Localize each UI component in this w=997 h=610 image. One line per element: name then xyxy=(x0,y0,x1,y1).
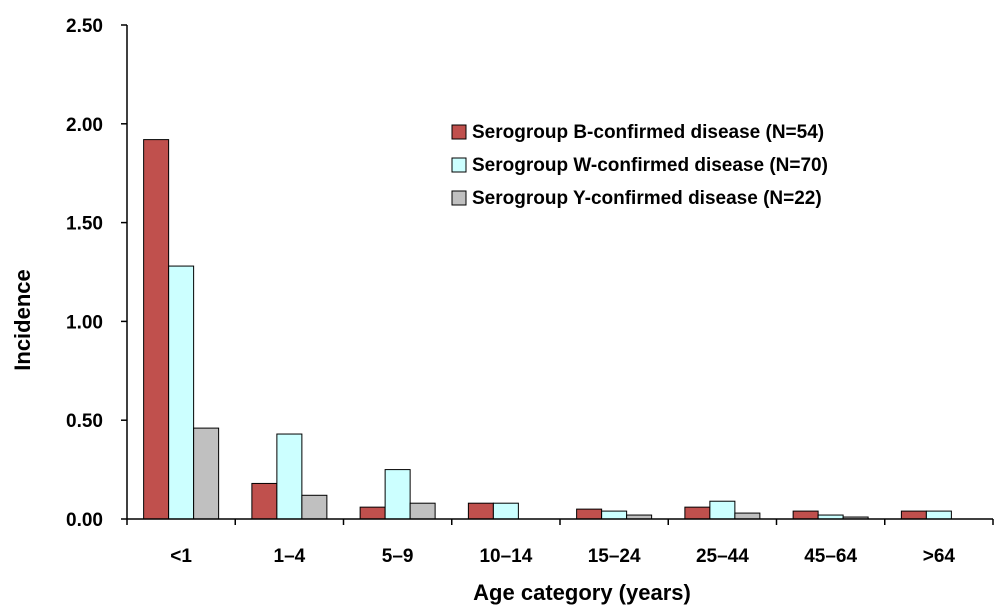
bar-1-2 xyxy=(251,482,278,520)
y-tick-label: 0.50 xyxy=(66,411,103,432)
x-tick-label: 15–24 xyxy=(588,546,641,567)
y-tick-label: 1.50 xyxy=(66,214,103,235)
bar-1-7 xyxy=(792,510,819,520)
x-tick-label: 10–14 xyxy=(479,546,532,567)
bar-1-3 xyxy=(359,506,386,520)
bar-2-5 xyxy=(601,510,628,520)
y-tick-label: 2.50 xyxy=(66,16,103,37)
legend-label-1: Serogroup B-confirmed disease (N=54) xyxy=(472,122,824,143)
legend-label-3: Serogroup Y-confirmed disease (N=22) xyxy=(472,188,822,209)
y-tick-label: 1.00 xyxy=(66,312,103,333)
bar-1-4 xyxy=(467,502,494,520)
x-tick-label: <1 xyxy=(170,546,192,567)
x-tick-label: >64 xyxy=(923,546,956,567)
bar-1-8 xyxy=(900,510,927,520)
legend: Serogroup B-confirmed disease (N=54) Sero… xyxy=(451,122,828,209)
legend-label-2: Serogroup W-confirmed disease (N=70) xyxy=(472,155,828,176)
bar-2-1 xyxy=(168,265,195,520)
bar-3-1 xyxy=(193,427,220,520)
bar-2-4 xyxy=(492,502,519,520)
y-tick-label: 0.00 xyxy=(66,510,103,531)
legend-swatch-1 xyxy=(451,124,467,140)
axes-layer xyxy=(121,24,994,525)
x-tick-label: 1–4 xyxy=(274,546,306,567)
bar-1-1 xyxy=(143,139,170,520)
bar-2-2 xyxy=(276,433,303,520)
bar-3-3 xyxy=(409,502,436,520)
bar-2-6 xyxy=(709,500,736,520)
bar-1-6 xyxy=(684,506,711,520)
x-tick-label: 5–9 xyxy=(382,546,414,567)
bar-3-2 xyxy=(301,494,328,520)
labels-layer: 0.00 0.50 1.00 1.50 2.00 2.50 <1 1–4 5–9 10–14 15–… xyxy=(66,16,955,567)
y-axis-title: Incidence xyxy=(10,269,35,370)
bar-2-3 xyxy=(384,469,411,520)
legend-swatch-3 xyxy=(451,190,467,206)
bar-1-5 xyxy=(576,508,603,520)
legend-swatch-2 xyxy=(451,157,467,173)
x-tick-label: 25–44 xyxy=(696,546,749,567)
y-tick-label: 2.00 xyxy=(66,115,103,136)
bar-2-8 xyxy=(925,510,952,520)
x-tick-label: 45–64 xyxy=(804,546,857,567)
bar-3-6 xyxy=(734,512,761,520)
x-axis-title: Age category (years) xyxy=(473,580,691,605)
bars-layer xyxy=(143,139,952,520)
